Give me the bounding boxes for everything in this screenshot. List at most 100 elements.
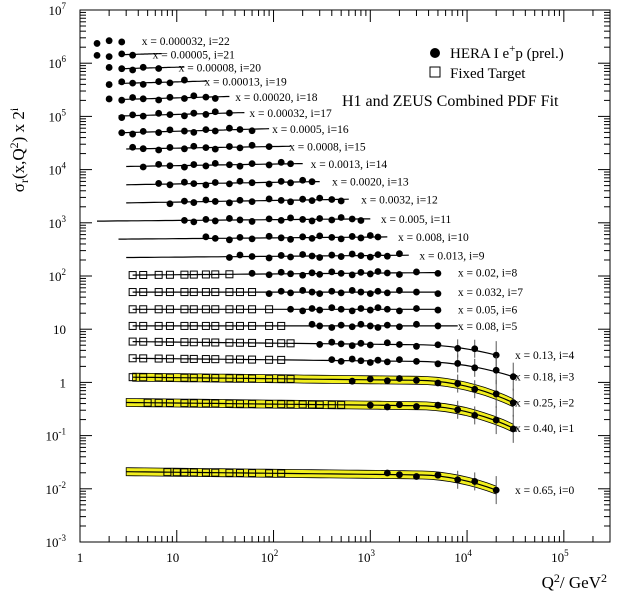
hera-point	[181, 145, 188, 153]
hera-point	[357, 339, 365, 347]
hera-point	[155, 109, 163, 117]
fixed-target-point	[235, 288, 244, 297]
hera-point	[105, 64, 113, 71]
hera-point	[181, 127, 188, 135]
fixed-target-point	[225, 321, 234, 330]
fixed-target-point	[248, 374, 257, 383]
hera-point	[357, 357, 365, 365]
hera-point	[396, 375, 403, 382]
hera-point	[118, 78, 126, 86]
fixed-target-point	[165, 288, 174, 297]
hera-point	[93, 40, 101, 47]
hera-point	[357, 234, 365, 242]
series-label: x = 0.00005, i=21	[153, 49, 236, 61]
hera-point	[190, 109, 198, 117]
hera-point	[190, 128, 198, 136]
fixed-target-point	[235, 399, 244, 408]
legend-marker-hera	[430, 48, 440, 58]
hera-point	[413, 268, 420, 276]
hera-point	[396, 307, 403, 315]
hera-point	[277, 196, 285, 204]
hera-point	[316, 254, 324, 261]
hera-point	[328, 251, 336, 259]
hera-point	[471, 345, 479, 353]
hera-point	[396, 271, 403, 278]
hera-point	[337, 357, 345, 365]
hera-point	[226, 161, 233, 169]
fixed-target-point	[143, 398, 152, 407]
hera-point	[366, 359, 374, 366]
hera-point	[236, 126, 244, 133]
fixed-target-point	[225, 288, 234, 297]
series-label: x = 0.05, i=6	[458, 304, 518, 316]
hera-point	[413, 376, 420, 384]
fixed-target-point	[225, 468, 234, 477]
fixed-target-point	[154, 288, 163, 297]
hera-point	[211, 234, 219, 242]
hera-point	[236, 144, 244, 152]
hera-point	[166, 144, 174, 151]
y-tick-label: 105	[49, 107, 67, 124]
series-label: x = 0.000032, i=22	[142, 36, 230, 48]
fixed-target-point	[225, 355, 234, 364]
fixed-target-point	[165, 398, 174, 407]
hera-point	[396, 356, 403, 364]
hera-point	[190, 199, 198, 206]
legend-marker-fixed-target	[429, 66, 441, 78]
hera-point	[328, 304, 336, 312]
hera-point	[129, 130, 137, 138]
hera-point	[316, 194, 324, 202]
fixed-target-point	[225, 338, 234, 347]
hera-point	[337, 235, 345, 243]
hera-point	[337, 289, 345, 297]
fixed-target-point	[248, 338, 257, 347]
fixed-target-point	[235, 321, 244, 330]
fixed-target-point	[128, 271, 137, 280]
hera-point	[155, 146, 163, 154]
fixed-target-point	[201, 373, 210, 382]
hera-point	[413, 403, 420, 410]
y-tick-label: 10	[53, 322, 66, 337]
fixed-target-point	[277, 355, 286, 364]
hera-point	[236, 216, 244, 224]
hera-point	[105, 37, 113, 45]
hera-point	[118, 38, 126, 46]
hera-point	[348, 215, 356, 223]
hera-point	[471, 478, 479, 485]
fixed-target-point	[248, 469, 257, 478]
hera-point	[471, 412, 479, 419]
hera-point	[181, 76, 188, 84]
fixed-target-point	[211, 305, 220, 314]
hera-point	[348, 342, 356, 349]
fixed-target-point	[154, 337, 163, 346]
fixed-target-point	[163, 468, 172, 477]
hera-point	[328, 287, 336, 295]
fixed-target-point	[139, 373, 148, 382]
legend: HERA I e+p (prel.) Fixed Target H1 and Z…	[342, 43, 564, 110]
hera-point	[366, 401, 374, 409]
hera-point	[299, 251, 307, 258]
hera-point	[226, 124, 233, 132]
hera-point	[434, 379, 442, 387]
hera-point	[155, 129, 163, 136]
hera-point	[190, 92, 198, 100]
fixed-target-point	[248, 288, 257, 297]
hera-point	[236, 162, 244, 170]
fixed-target-point	[189, 270, 198, 279]
hera-point	[328, 338, 336, 346]
fixed-target-point	[201, 305, 210, 314]
hera-point	[328, 196, 336, 203]
hera-point	[202, 144, 210, 152]
hera-point	[299, 176, 307, 184]
series-label: x = 0.02, i=8	[458, 268, 518, 280]
series-labels: x = 0.000032, i=22x = 0.00005, i=21 x = 0…	[142, 36, 575, 497]
series-label: x = 0.005, i=11	[381, 214, 452, 226]
hera-point	[328, 233, 336, 241]
series-label: x = 0.0005, i=16	[272, 124, 349, 136]
fixed-target-point	[154, 373, 163, 382]
hera-point	[129, 111, 137, 119]
hera-point	[155, 160, 163, 168]
fixed-target-point	[154, 270, 163, 279]
hera-point	[265, 215, 273, 223]
fixed-target-point	[235, 338, 244, 347]
